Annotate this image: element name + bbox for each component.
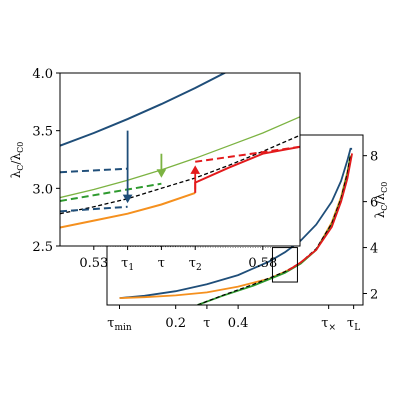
zoom-box bbox=[271, 247, 298, 283]
main-x-tick-label: 0.4 bbox=[228, 316, 249, 331]
inset-x-tick-label: τ2 bbox=[189, 256, 202, 273]
inset-y-tick-label: 2.5 bbox=[32, 240, 53, 255]
inset-series-line-0 bbox=[60, 73, 227, 147]
inset-x-tick-label: 0.53 bbox=[79, 256, 108, 271]
inset-series-line-3 bbox=[60, 191, 196, 229]
main-y-tick-label: 8 bbox=[370, 150, 378, 165]
inset-x-tick-label: 0.58 bbox=[248, 256, 277, 271]
inset-background bbox=[60, 73, 300, 246]
inset-x-tick-label: τ1 bbox=[121, 256, 134, 273]
inset-series-line-5 bbox=[60, 167, 128, 174]
main-y-axis-label: λC/λC0 bbox=[373, 182, 389, 219]
inset-y-axis-label: λC/λC0 bbox=[9, 142, 25, 179]
inset-y-tick-label: 3.5 bbox=[32, 125, 53, 140]
inset-chart: 0.53 τ1 τ τ2 0.58 2.5 3.0 3.5 4.0 λC/λC0 bbox=[9, 67, 301, 273]
inset-arrow-head-0 bbox=[122, 194, 133, 204]
main-y-tick-label: 4 bbox=[370, 242, 378, 257]
main-y-tick-label: 2 bbox=[370, 288, 378, 303]
main-x-tick-label: τL bbox=[347, 316, 360, 333]
inset-series-line-1 bbox=[60, 116, 300, 199]
inset-y-tick-label: 3.0 bbox=[32, 182, 53, 197]
inset-plot-frame bbox=[59, 72, 301, 247]
main-x-tick-label: τ bbox=[203, 316, 210, 331]
inset-series-line-7 bbox=[60, 182, 162, 202]
inset-series-line-6 bbox=[60, 205, 128, 213]
main-y-tick-label: 6 bbox=[370, 196, 378, 211]
inset-arrow-head-2 bbox=[190, 165, 201, 174]
inset-series-line-2 bbox=[60, 134, 300, 215]
inset-series-line-8 bbox=[195, 145, 300, 163]
inset-arrow-head-1 bbox=[156, 169, 167, 178]
main-x-tick-label: τmin bbox=[107, 316, 132, 333]
inset-y-tick-label: 4.0 bbox=[32, 67, 53, 82]
main-x-tick-label: 0.2 bbox=[165, 316, 186, 331]
main-x-tick-label: τ× bbox=[321, 316, 336, 333]
inset-x-tick-label: τ bbox=[158, 256, 165, 271]
main-series-line-3 bbox=[197, 154, 352, 305]
main-series-line-4 bbox=[287, 153, 353, 272]
